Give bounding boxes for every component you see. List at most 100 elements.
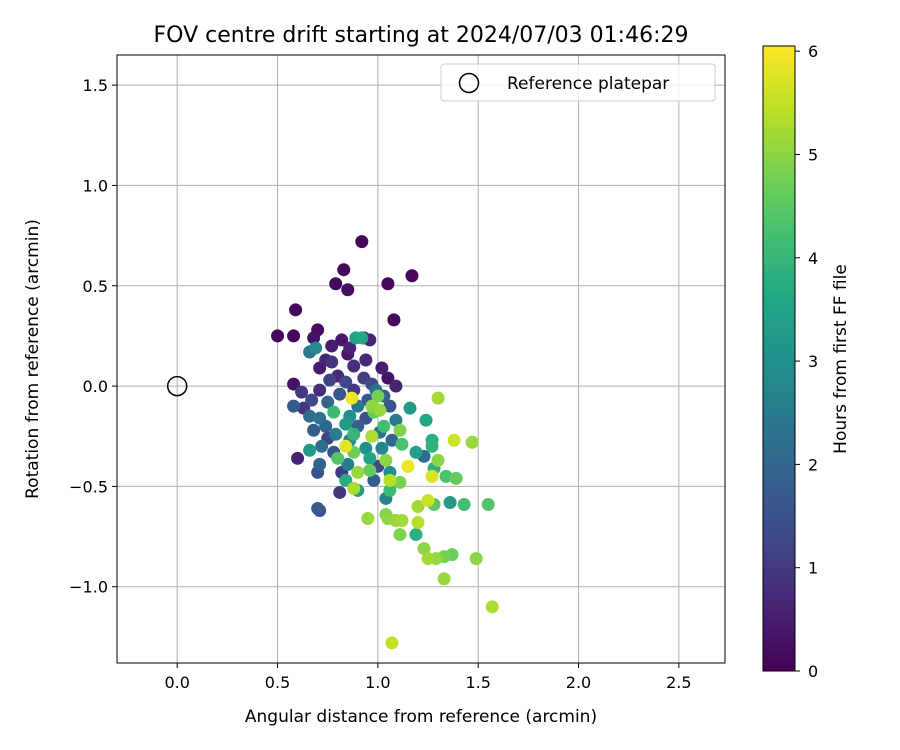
data-point	[421, 552, 435, 566]
reference-marker	[166, 375, 188, 397]
colorbar: 0 1 2 3 4 5 6 Hours from first FF file	[762, 42, 851, 681]
data-point	[405, 269, 419, 283]
data-point	[351, 465, 365, 479]
data-point	[333, 485, 347, 499]
y-tick-label: 1.5	[83, 76, 108, 95]
y-tick-label: 0.5	[83, 277, 108, 296]
data-point	[337, 263, 351, 277]
data-point	[313, 457, 327, 471]
data-point	[431, 391, 445, 405]
data-point	[329, 427, 343, 441]
data-point	[313, 411, 327, 425]
colorbar-tick-label: 3	[808, 352, 818, 371]
data-point	[371, 389, 385, 403]
data-point	[331, 451, 345, 465]
data-point	[305, 393, 319, 407]
data-point	[443, 495, 457, 509]
data-point	[437, 572, 451, 586]
data-point	[393, 475, 407, 489]
data-point	[373, 403, 387, 417]
data-point	[287, 399, 301, 413]
data-point	[355, 331, 369, 345]
legend: Reference platepar	[440, 63, 716, 102]
colorbar-tick-label: 2	[808, 455, 818, 474]
data-point	[383, 483, 397, 497]
data-point	[403, 401, 417, 415]
data-point	[439, 469, 453, 483]
x-tick-label: 2.5	[666, 673, 691, 692]
data-point	[383, 473, 397, 487]
x-axis-ticks: 0.0 0.5 1.0 1.5 2.0 2.5	[164, 663, 692, 692]
data-point	[341, 457, 355, 471]
data-point	[379, 453, 393, 467]
data-point	[409, 445, 423, 459]
data-point	[355, 235, 369, 249]
x-axis-label: Angular distance from reference (arcmin)	[245, 707, 597, 727]
data-point	[457, 497, 471, 511]
x-tick-label: 1.5	[465, 673, 490, 692]
data-point	[447, 433, 461, 447]
data-point	[465, 435, 479, 449]
data-point	[385, 433, 399, 447]
data-point	[325, 355, 339, 369]
data-point	[359, 353, 373, 367]
y-tick-label: 1.0	[83, 176, 108, 195]
data-point	[311, 501, 325, 515]
data-point	[393, 423, 407, 437]
colorbar-tick-label: 5	[808, 145, 818, 164]
data-point	[321, 395, 335, 409]
data-point	[425, 439, 439, 453]
data-point	[481, 497, 495, 511]
data-point	[363, 463, 377, 477]
data-point	[307, 331, 321, 345]
data-point	[327, 405, 341, 419]
reference-point	[166, 375, 188, 397]
data-point	[303, 409, 317, 423]
x-tick-label: 1.0	[365, 673, 390, 692]
data-point	[335, 333, 349, 347]
y-tick-label: −0.5	[69, 477, 108, 496]
data-point	[329, 277, 343, 291]
x-tick-label: 2.0	[566, 673, 591, 692]
legend-label: Reference platepar	[507, 74, 669, 94]
data-point	[421, 493, 435, 507]
data-point	[381, 371, 395, 385]
data-points	[271, 235, 499, 650]
data-point	[431, 453, 445, 467]
plot-frame	[116, 54, 726, 664]
data-point	[287, 377, 301, 391]
data-point	[339, 439, 353, 453]
data-point	[389, 413, 403, 427]
y-tick-label: −1.0	[69, 578, 108, 597]
data-point	[347, 359, 361, 373]
data-point	[343, 341, 357, 355]
data-point	[365, 429, 379, 443]
data-point	[345, 391, 359, 405]
data-point	[425, 469, 439, 483]
y-tick-label: 0.0	[83, 377, 108, 396]
data-point	[419, 413, 433, 427]
data-point	[315, 439, 329, 453]
data-point	[377, 419, 391, 433]
data-point	[291, 451, 305, 465]
data-point	[271, 329, 285, 343]
x-tick-label: 0.0	[164, 673, 189, 692]
data-point	[347, 427, 361, 441]
data-point	[361, 512, 375, 526]
colorbar-tick-label: 0	[808, 662, 818, 681]
data-point	[449, 471, 463, 485]
colorbar-ticks: 0 1 2 3 4 5 6	[795, 42, 818, 681]
data-point	[389, 379, 403, 393]
data-point	[363, 451, 377, 465]
data-point	[359, 441, 373, 455]
data-point	[287, 329, 301, 343]
colorbar-tick-label: 6	[808, 42, 818, 61]
data-point	[387, 313, 401, 327]
data-point	[325, 339, 339, 353]
data-point	[383, 399, 397, 413]
y-axis-ticks: −1.0 −0.5 0.0 0.5 1.0 1.5	[69, 76, 117, 597]
data-point	[485, 600, 499, 614]
data-point	[307, 423, 321, 437]
x-tick-label: 0.5	[265, 673, 290, 692]
colorbar-gradient	[762, 45, 796, 672]
